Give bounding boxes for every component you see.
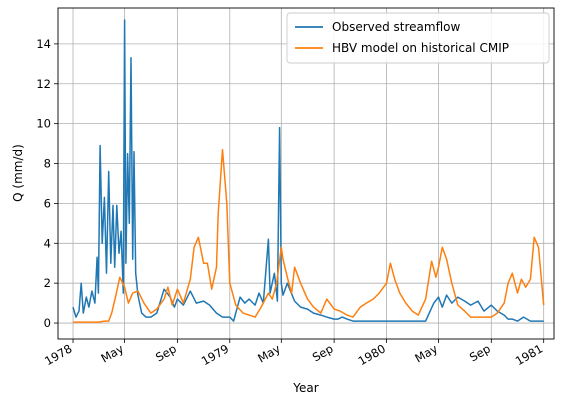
series-line-1 <box>72 19 544 322</box>
legend-box <box>286 12 550 64</box>
y-tick-label: 8 <box>44 157 51 171</box>
x-axis-title: Year <box>292 381 318 395</box>
x-tick-label: 1978 <box>42 341 74 368</box>
legend-label-1: Observed streamflow <box>332 20 461 34</box>
series-line-2 <box>73 148 545 323</box>
y-tick-label: 14 <box>36 37 51 51</box>
y-axis: 0 2 4 6 8 10 12 14 <box>36 37 58 330</box>
y-tick-label: 0 <box>44 316 51 330</box>
x-tick-label: Sep <box>467 341 493 364</box>
y-axis-title: Q (mm/d) <box>11 144 25 202</box>
y-tick-label: 6 <box>44 196 51 210</box>
y-tick-label: 4 <box>44 236 51 250</box>
series-layer <box>72 19 545 323</box>
x-tick-label: May <box>412 341 440 365</box>
y-tick-label: 10 <box>36 117 51 131</box>
y-tick-label: 2 <box>44 276 51 290</box>
y-tick-label: 12 <box>36 77 51 91</box>
x-tick-label: 1981 <box>513 341 545 368</box>
x-tick-label: Sep <box>153 341 179 364</box>
legend: Observed streamflow HBV model on historic… <box>286 12 550 64</box>
x-tick-label: May <box>98 341 126 365</box>
x-tick-label: 1979 <box>199 341 231 368</box>
x-tick-label: May <box>255 341 283 365</box>
x-axis: 1978 May Sep 1979 May Sep 1980 May Sep 1981 <box>42 339 545 368</box>
x-tick-label: 1980 <box>356 341 388 368</box>
plot-frame <box>57 7 555 340</box>
legend-label-2: HBV model on historical CMIP <box>332 41 509 55</box>
x-tick-label: Sep <box>310 341 336 364</box>
